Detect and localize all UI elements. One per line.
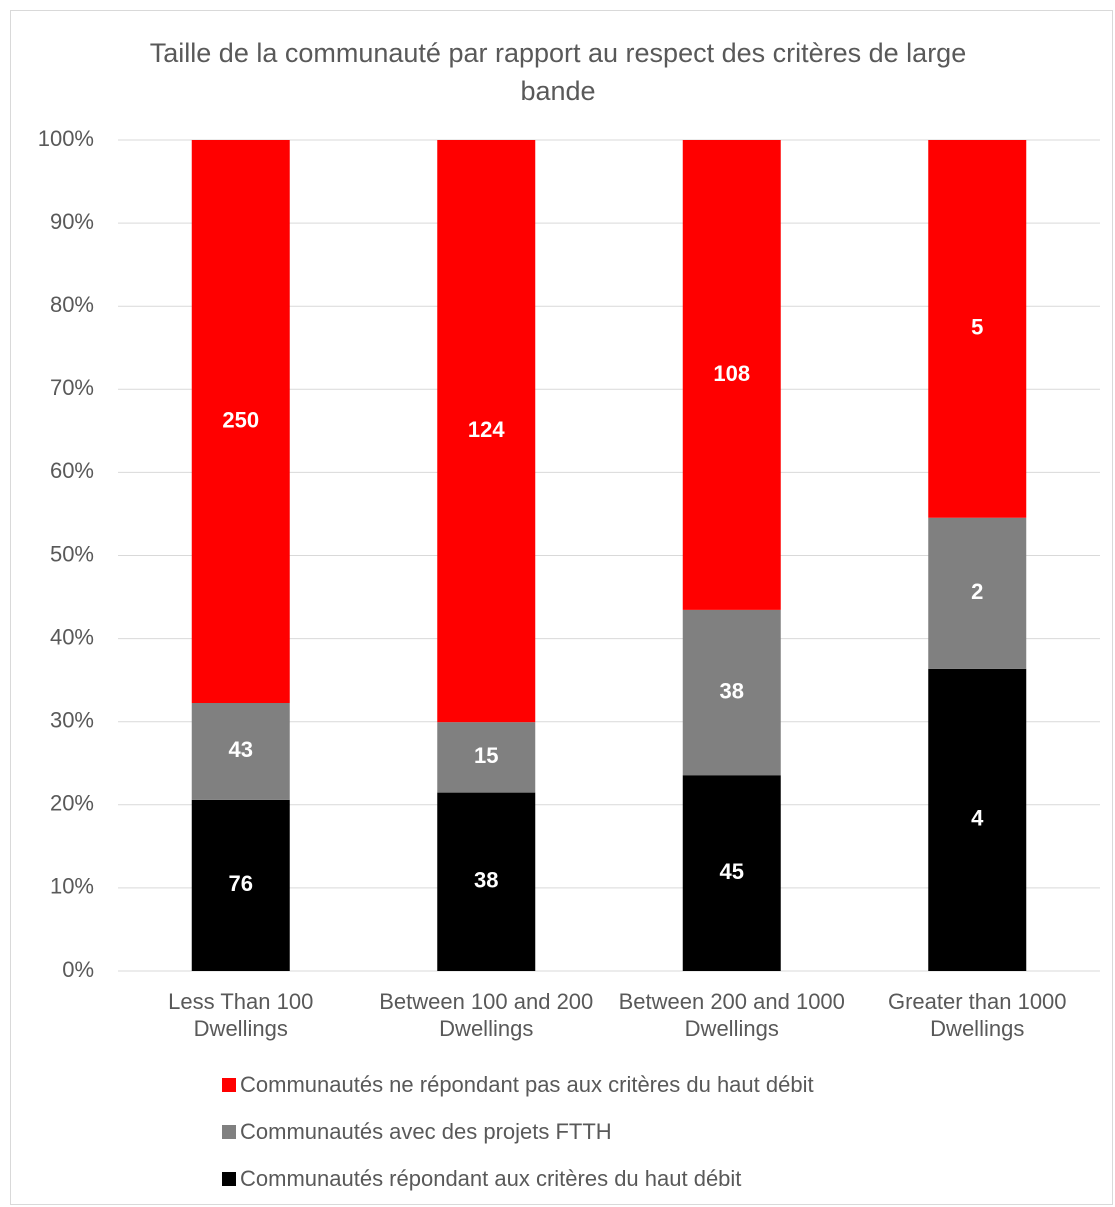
y-tick-label: 20% — [50, 791, 94, 816]
legend-label: Communautés avec des projets FTTH — [240, 1119, 612, 1144]
data-label: 250 — [222, 407, 259, 432]
x-tick-label: Between 200 and 1000 Dwellings — [618, 989, 845, 1041]
legend-item: Communautés répondant aux critères du ha… — [222, 1166, 741, 1192]
legend-swatch — [222, 1125, 236, 1139]
data-label: 76 — [229, 871, 253, 896]
legend-item: Communautés ne répondant pas aux critère… — [222, 1072, 814, 1098]
legend-label: Communautés répondant aux critères du ha… — [240, 1166, 742, 1191]
bar-segment — [437, 792, 536, 971]
data-label: 38 — [474, 868, 498, 893]
y-tick-label: 80% — [50, 292, 94, 317]
y-tick-label: 60% — [50, 458, 94, 483]
data-label: 2 — [971, 579, 983, 604]
bar-segment — [191, 703, 290, 800]
chart-frame — [10, 10, 1113, 1205]
bar-segment — [928, 517, 1027, 669]
data-label: 43 — [229, 737, 253, 762]
legend-swatch — [222, 1172, 236, 1186]
y-tick-label: 70% — [50, 375, 94, 400]
bar-segment — [928, 668, 1027, 971]
data-label: 15 — [474, 743, 498, 768]
bar-segment — [191, 799, 290, 971]
legend-swatch — [222, 1078, 236, 1092]
data-label: 124 — [468, 417, 505, 442]
data-label: 45 — [720, 859, 744, 884]
data-label: 5 — [971, 315, 983, 340]
y-tick-label: 0% — [62, 957, 94, 982]
data-label: 4 — [971, 806, 984, 831]
y-tick-label: 50% — [50, 541, 94, 566]
chart-title: Taille de la communauté par rapport au r… — [149, 38, 967, 106]
y-tick-label: 90% — [50, 209, 94, 234]
bar-segment — [928, 140, 1027, 518]
bar-segment — [682, 609, 781, 776]
bar-segment — [437, 140, 536, 723]
bar-segment — [437, 722, 536, 793]
legend-label: Communautés ne répondant pas aux critère… — [240, 1072, 814, 1097]
bar-segment — [682, 775, 781, 971]
data-label: 108 — [713, 361, 750, 386]
data-label: 38 — [720, 678, 744, 703]
y-tick-label: 10% — [50, 874, 94, 899]
y-tick-label: 30% — [50, 708, 94, 733]
y-tick-label: 40% — [50, 624, 94, 649]
x-tick-label: Between 100 and 200 Dwellings — [379, 989, 594, 1041]
x-tick-label: Greater than 1000 Dwellings — [887, 989, 1067, 1041]
legend-item: Communautés avec des projets FTTH — [222, 1119, 612, 1145]
bar-segment — [191, 140, 290, 704]
x-tick-label: Less Than 100 Dwellings — [168, 989, 314, 1041]
y-tick-label: 100% — [38, 126, 94, 151]
bar-segment — [682, 140, 781, 610]
